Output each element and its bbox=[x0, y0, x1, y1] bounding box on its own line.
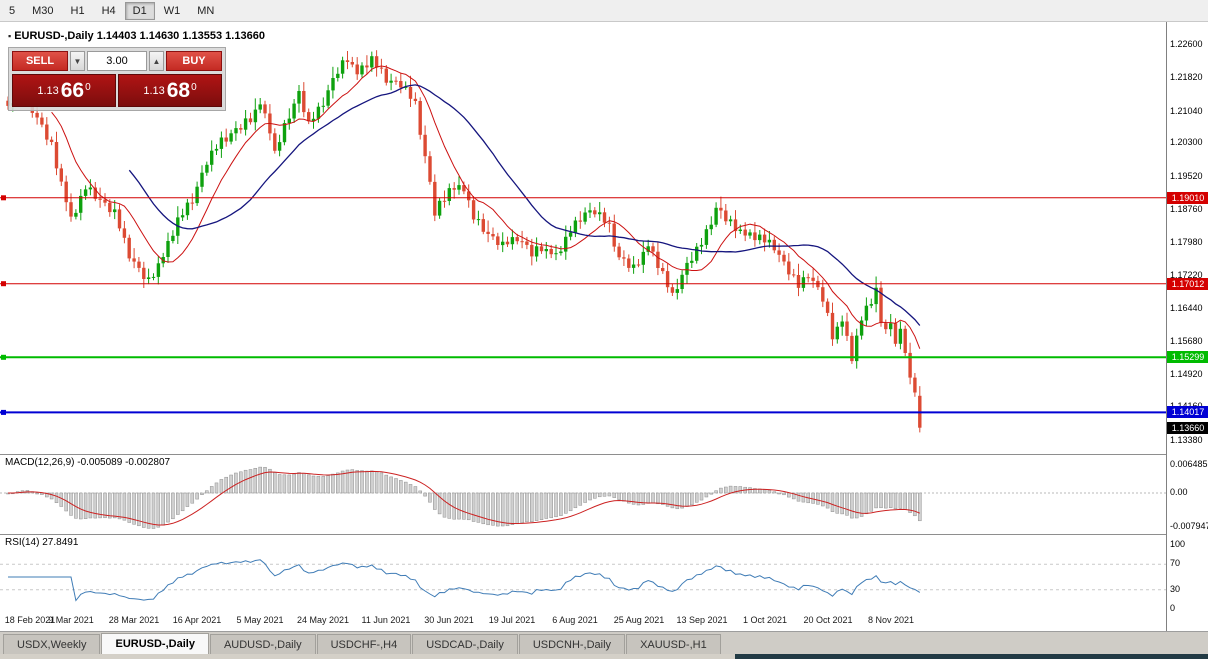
date-axis-label: 13 Sep 2021 bbox=[676, 615, 728, 625]
timeframe-button-D1[interactable]: D1 bbox=[124, 1, 155, 20]
date-axis-label: 16 Apr 2021 bbox=[172, 615, 222, 625]
timeframe-button-H1[interactable]: H1 bbox=[63, 2, 93, 20]
price-axis-label: 1.16440 bbox=[1170, 303, 1203, 314]
volume-input[interactable] bbox=[87, 51, 147, 71]
hline-1.17012[interactable] bbox=[0, 281, 1166, 287]
current-price-tag: 1.13660 bbox=[1167, 421, 1208, 434]
horizontal-scrollbar[interactable] bbox=[0, 654, 735, 659]
price-axis-label: 1.21040 bbox=[1170, 105, 1203, 116]
sell-button[interactable]: SELL bbox=[12, 51, 68, 71]
date-axis-label: 30 Jun 2021 bbox=[424, 615, 474, 625]
chart-tab-usdx-weekly[interactable]: USDX,Weekly bbox=[3, 634, 101, 654]
date-axis-label: 19 Jul 2021 bbox=[488, 615, 536, 625]
volume-decrease-button[interactable]: ▼ bbox=[70, 51, 85, 71]
date-axis-label: 8 Nov 2021 bbox=[867, 615, 915, 625]
date-axis-label: 6 Aug 2021 bbox=[552, 615, 598, 625]
chart-tab-usdchf-h4[interactable]: USDCHF-,H4 bbox=[316, 634, 412, 654]
ma-slow-line bbox=[128, 84, 921, 326]
sell-price-big: 1.13 bbox=[37, 84, 59, 97]
sell-price-display[interactable]: 1.13 66 0 bbox=[12, 74, 116, 107]
date-axis-label: 18 Feb 2021 bbox=[4, 615, 56, 625]
price-axis-label: 1.22600 bbox=[1170, 38, 1203, 49]
macd-histogram bbox=[6, 466, 922, 529]
chart-tab-audusd-daily[interactable]: AUDUSD-,Daily bbox=[209, 634, 316, 654]
chart-tab-bar: USDX,Weekly EURUSD-,Daily AUDUSD-,Daily USD… bbox=[0, 631, 1208, 654]
price-level-tag[interactable]: 1.17012 bbox=[1167, 277, 1208, 290]
rsi-canvas bbox=[0, 559, 1166, 602]
price-axis-label: 1.14160 bbox=[1170, 401, 1203, 411]
buy-button[interactable]: BUY bbox=[166, 51, 222, 71]
sell-price-sup: 0 bbox=[85, 82, 91, 93]
ma-fast-line bbox=[51, 65, 921, 349]
hline-1.19010[interactable] bbox=[0, 195, 1166, 201]
chart-tab-eurusd-daily[interactable]: EURUSD-,Daily bbox=[101, 633, 209, 654]
trade-controls-row: SELL ▼ ▲ BUY bbox=[12, 51, 222, 71]
buy-price-pips: 68 bbox=[166, 79, 191, 102]
macd-panel: MACD(12,26,9) -0.005089 -0.002807 bbox=[0, 454, 1166, 534]
bottom-dark-strip bbox=[735, 654, 1208, 659]
timeframe-button-5[interactable]: 5 bbox=[1, 2, 23, 20]
candlestick-chart-canvas bbox=[0, 50, 1166, 433]
rsi-axis-label: 0 bbox=[1170, 603, 1176, 613]
time-axis: 18 Feb 2021 9 Mar 2021 28 Mar 2021 16 Apr 2… bbox=[0, 612, 1166, 631]
bottom-scroll-area bbox=[0, 654, 1208, 659]
timeframe-button-H4[interactable]: H4 bbox=[94, 2, 124, 20]
price-axis-label: 1.17980 bbox=[1170, 237, 1203, 248]
price-level-tag[interactable]: 1.19010 bbox=[1167, 191, 1208, 204]
rsi-line bbox=[8, 559, 921, 602]
timeframe-button-W1[interactable]: W1 bbox=[156, 2, 189, 20]
macd-axis-label: -0.007947 bbox=[1170, 521, 1208, 532]
macd-canvas bbox=[0, 466, 1166, 529]
trade-prices-row: 1.13 66 0 1.13 68 0 bbox=[12, 74, 222, 107]
sell-price-pips: 66 bbox=[60, 79, 85, 102]
date-axis-label: 1 Oct 2021 bbox=[742, 615, 788, 625]
date-axis-label: 11 Jun 2021 bbox=[361, 615, 411, 625]
price-level-tag[interactable]: 1.14017 bbox=[1167, 406, 1208, 419]
macd-axis-label: 0.006485 bbox=[1170, 459, 1208, 470]
buy-price-big: 1.13 bbox=[143, 84, 165, 97]
symbol-ohlc-text: EURUSD-,Daily 1.14403 1.14630 1.13553 1.… bbox=[14, 30, 265, 42]
date-axis-label: 5 May 2021 bbox=[236, 615, 284, 625]
macd-axis-label: 0.00 bbox=[1170, 487, 1188, 497]
price-axis-label: 1.17220 bbox=[1170, 269, 1203, 280]
price-axis-label: 1.19520 bbox=[1170, 170, 1203, 181]
price-axis: 1.22600 1.21820 1.21040 1.20300 1.19520 1.187… bbox=[1166, 22, 1208, 631]
buy-price-sup: 0 bbox=[191, 82, 197, 93]
price-axis-label: 1.18760 bbox=[1170, 203, 1203, 214]
rsi-panel: RSI(14) 27.8491 bbox=[0, 534, 1166, 612]
chart-icon: ▪ bbox=[8, 31, 12, 41]
chart-header: ▪ EURUSD-,Daily 1.14403 1.14630 1.13553 1… bbox=[8, 30, 265, 42]
date-axis-label: 20 Oct 2021 bbox=[803, 615, 853, 625]
date-axis-label: 25 Aug 2021 bbox=[613, 615, 665, 625]
date-axis-label: 28 Mar 2021 bbox=[108, 615, 160, 625]
date-axis-label: 24 May 2021 bbox=[296, 615, 350, 625]
price-axis-label: 1.15680 bbox=[1170, 335, 1203, 346]
rsi-axis-label: 70 bbox=[1170, 558, 1181, 569]
timeframe-button-MN[interactable]: MN bbox=[189, 2, 222, 20]
rsi-axis-label: 30 bbox=[1170, 583, 1181, 594]
price-axis-label: 1.21820 bbox=[1170, 72, 1203, 82]
buy-price-display[interactable]: 1.13 68 0 bbox=[118, 74, 222, 107]
timeframe-toolbar: 5 M30 H1 H4 D1 W1 MN bbox=[0, 0, 1208, 22]
macd-signal-line bbox=[8, 470, 920, 526]
price-axis-label: 1.20300 bbox=[1170, 137, 1203, 148]
chart-tab-usdcnh-daily[interactable]: USDCNH-,Daily bbox=[518, 634, 626, 654]
price-axis-label: 1.13380 bbox=[1170, 434, 1203, 445]
price-level-tag[interactable]: 1.15299 bbox=[1167, 351, 1208, 364]
price-axis-label: 1.14920 bbox=[1170, 368, 1203, 379]
rsi-axis-label: 100 bbox=[1170, 539, 1186, 549]
date-axis-label: 9 Mar 2021 bbox=[48, 615, 94, 625]
macd-label: MACD(12,26,9) -0.005089 -0.002807 bbox=[5, 457, 171, 468]
timeframe-button-M30[interactable]: M30 bbox=[24, 2, 61, 20]
hline-1.14017[interactable] bbox=[0, 409, 1166, 415]
hline-1.15299[interactable] bbox=[0, 354, 1166, 360]
rsi-label: RSI(14) 27.8491 bbox=[5, 537, 79, 548]
chart-tab-xauusd-h1[interactable]: XAUUSD-,H1 bbox=[626, 634, 721, 654]
volume-increase-button[interactable]: ▲ bbox=[149, 51, 164, 71]
candles bbox=[6, 50, 922, 433]
chart-tab-usdcad-daily[interactable]: USDCAD-,Daily bbox=[412, 634, 518, 654]
